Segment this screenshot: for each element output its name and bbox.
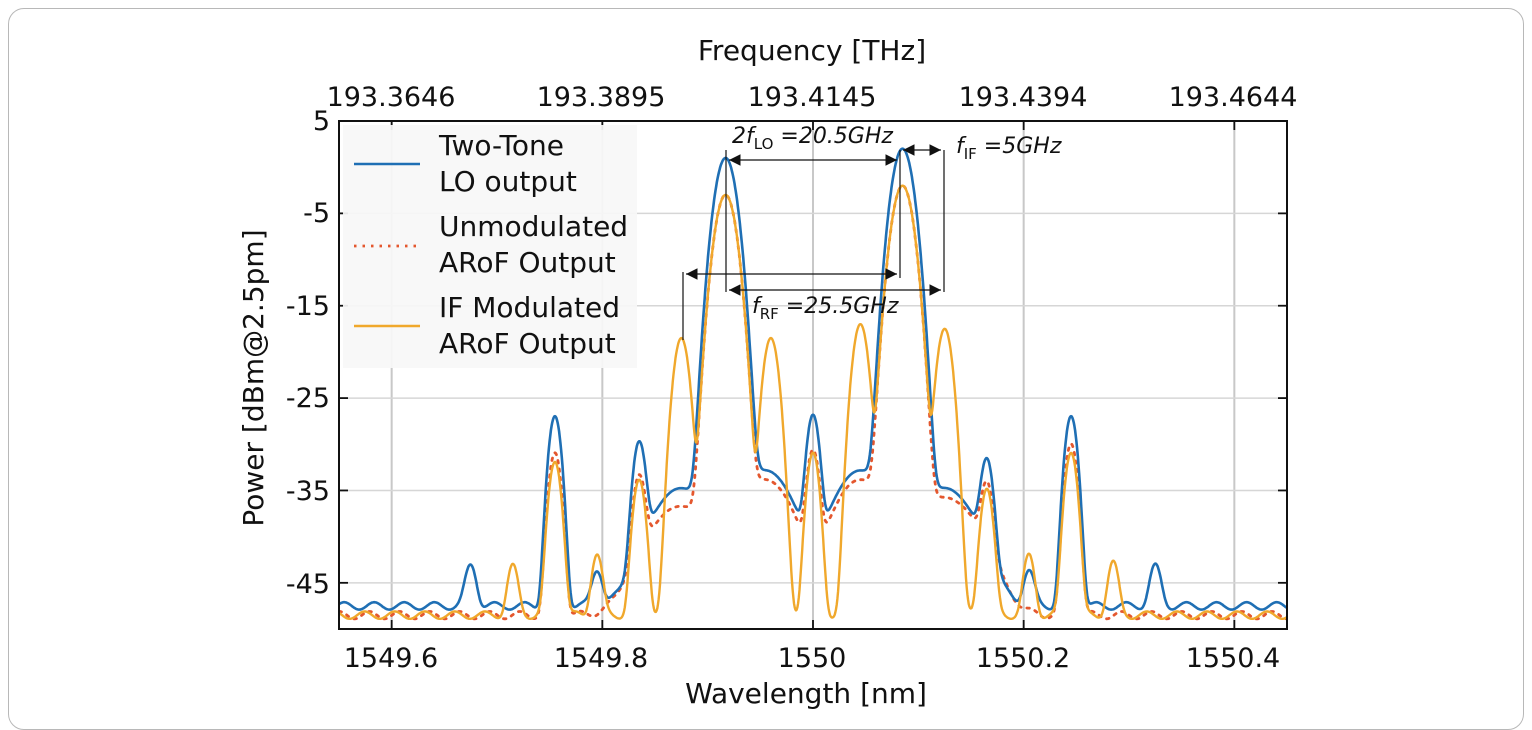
legend-label-unmod-1: Unmodulated: [439, 210, 628, 243]
series-line-unmodulated-arof: [339, 184, 1287, 621]
x-tick-label: 1550.4: [1186, 643, 1280, 674]
label-2flo-sub: LO: [754, 135, 774, 153]
label-2flo-prefix: 2f: [732, 124, 757, 149]
x-tick-labels: 1549.6 1549.8 1550 1550.2 1550.4: [344, 643, 1280, 674]
label-fif: fIF =5GHz: [956, 134, 1062, 163]
legend-label-lo-2: LO output: [439, 165, 577, 198]
legend-label-ifmod-1: IF Modulated: [439, 291, 620, 324]
figure-frame: [8, 8, 1524, 730]
y-tick-label: -5: [303, 198, 330, 229]
y-tick-label: 5: [313, 106, 330, 137]
x2-tick-label: 193.4394: [959, 82, 1088, 113]
x2-axis-label: Frequency [THz]: [698, 34, 926, 67]
x-axis-label: Wavelength [nm]: [685, 677, 927, 710]
legend: Two-Tone LO output Unmodulated ARoF Outp…: [343, 125, 637, 368]
legend-label-ifmod-2: ARoF Output: [439, 327, 616, 360]
label-frf-sub: RF: [760, 305, 779, 323]
y-tick-label: -35: [286, 476, 330, 507]
series-line-if-modulated-arof: [339, 184, 1287, 620]
x2-tick-label: 193.4145: [748, 82, 877, 113]
label-2flo: 2fLO =20.5GHz: [732, 124, 893, 153]
x-tick-label: 1549.8: [554, 643, 648, 674]
y-tick-label: -45: [286, 569, 330, 600]
x2-tick-labels: 193.3646 193.3895 193.4145 193.4394 193.…: [327, 82, 1298, 113]
label-frf: fRF =25.5GHz: [752, 294, 899, 323]
label-fif-sub: IF: [964, 145, 977, 163]
legend-box: [343, 125, 637, 368]
series-line-two-tone-lo: [339, 147, 1287, 611]
x2-tick-label: 193.3646: [327, 82, 456, 113]
spectrum-chart: Wavelength [nm] Frequency [THz] Power [d…: [237, 34, 1298, 710]
x-tick-label: 1550.2: [976, 643, 1070, 674]
x2-tick-label: 193.3895: [537, 82, 666, 113]
legend-label-lo-1: Two-Tone: [438, 129, 564, 162]
label-frf-suffix: =25.5GHz: [779, 294, 899, 319]
y-axis-label: Power [dBm@2.5pm]: [237, 229, 270, 526]
label-frf-prefix: f: [752, 294, 763, 319]
y-tick-label: -15: [286, 291, 330, 322]
label-2flo-suffix: =20.5GHz: [773, 124, 893, 149]
y-tick-label: -25: [286, 383, 330, 414]
label-fif-suffix: =5GHz: [977, 134, 1062, 159]
annotations: 2fLO =20.5GHz fIF =5GHz fRF =25.5GHz: [682, 124, 1062, 340]
y-tick-labels: -45 -35 -25 -15 -5 5: [286, 106, 330, 600]
legend-label-unmod-2: ARoF Output: [439, 246, 616, 279]
x2-tick-label: 193.4644: [1169, 82, 1298, 113]
label-fif-prefix: f: [956, 134, 967, 159]
series-layer: [339, 147, 1287, 621]
x-tick-label: 1550: [778, 643, 847, 674]
x-tick-label: 1549.6: [344, 643, 438, 674]
